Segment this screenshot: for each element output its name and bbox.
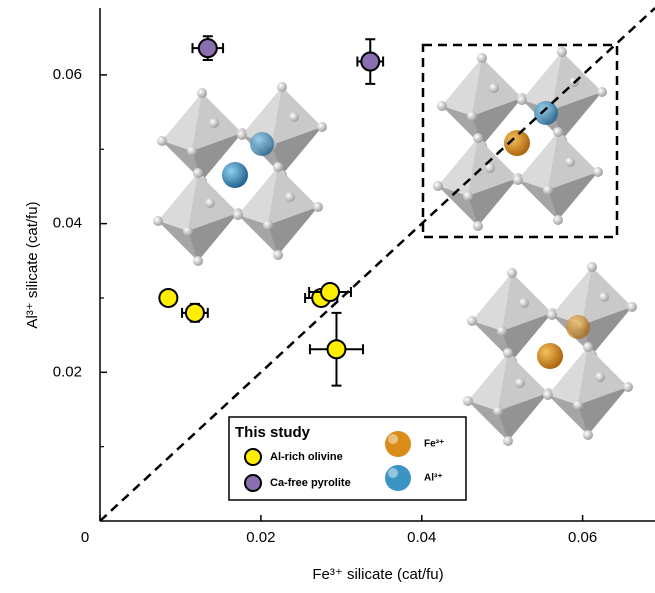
point [199, 39, 217, 57]
point [159, 289, 177, 307]
legend-sphere-highlight [388, 434, 398, 444]
y-tick-label: 0.02 [53, 363, 82, 380]
legend-marker [245, 475, 261, 491]
legend-label: Ca-free pyrolite [270, 477, 351, 489]
illustration [153, 45, 637, 446]
point [361, 53, 379, 71]
x-tick-label: 0.04 [407, 529, 436, 546]
page: Fe³⁺ silicate (cat/fu) Al³⁺ silicate (ca… [0, 0, 655, 593]
legend-label: Fe³⁺ [424, 439, 444, 450]
x-tick-label: 0.02 [246, 529, 275, 546]
y-tick-label: 0.04 [53, 215, 82, 232]
point [321, 283, 339, 301]
point [327, 340, 345, 358]
legend-title: This study [235, 424, 311, 441]
x-tick-label: 0 [81, 529, 89, 546]
legend-sphere [385, 465, 411, 491]
y-tick-label: 0.06 [53, 66, 82, 83]
chart: Fe³⁺ silicate (cat/fu) Al³⁺ silicate (ca… [0, 0, 655, 588]
legend-label: Al³⁺ [424, 473, 443, 484]
y-axis-title: Al³⁺ silicate (cat/fu) [24, 201, 41, 328]
legend-label: Al-rich olivine [270, 451, 343, 463]
legend-sphere-highlight [388, 468, 398, 478]
legend-marker [245, 449, 261, 465]
x-tick-label: 0.06 [568, 529, 597, 546]
x-axis-title: Fe³⁺ silicate (cat/fu) [312, 566, 443, 583]
legend-sphere [385, 431, 411, 457]
point [186, 304, 204, 322]
